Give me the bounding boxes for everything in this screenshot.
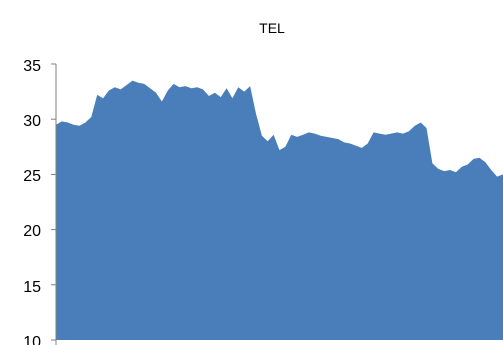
series-area	[56, 80, 503, 340]
y-tick-label: 25	[23, 168, 41, 185]
y-axis	[51, 63, 57, 345]
y-tick-label: 15	[23, 279, 41, 296]
y-axis-tick-labels: 35 30 25 20 15 10	[23, 58, 41, 345]
y-tick-label: 30	[23, 113, 41, 130]
y-tick-label: 10	[23, 334, 41, 345]
chart-title: TEL	[259, 20, 285, 36]
y-tick-label: 35	[23, 58, 41, 75]
y-tick-label: 20	[23, 223, 41, 240]
